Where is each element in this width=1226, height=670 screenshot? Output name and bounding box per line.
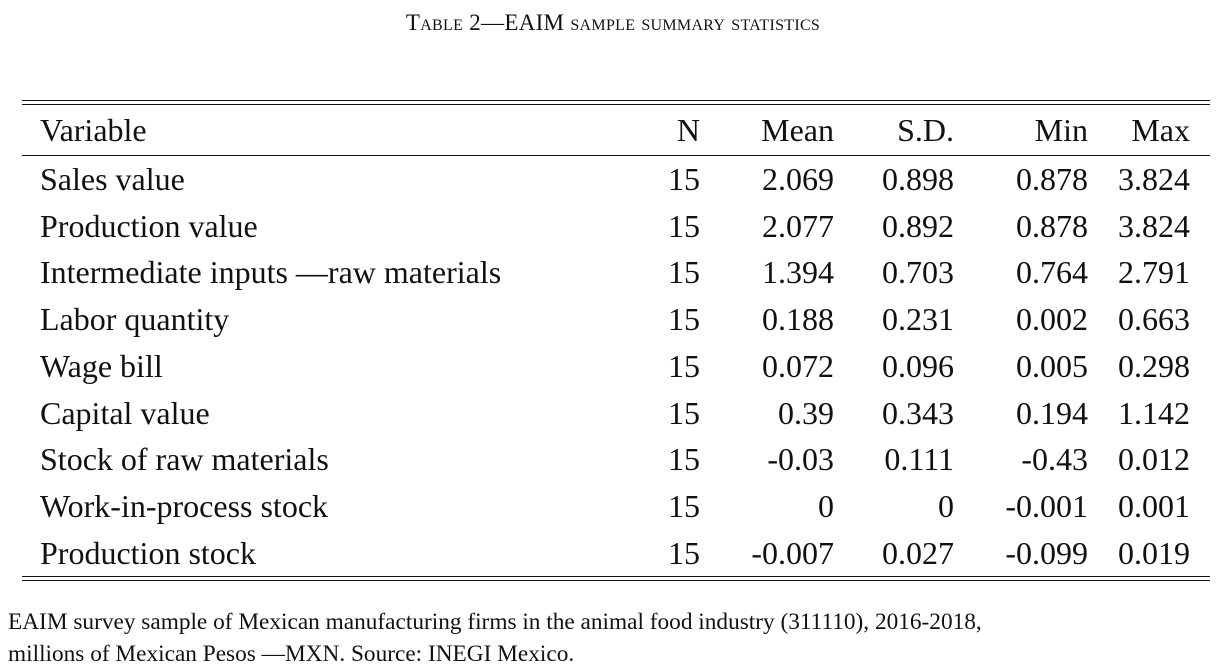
bottom-double-rule	[22, 576, 1210, 582]
cell-n: 15	[668, 487, 700, 524]
cell-min: 0.005	[1016, 347, 1088, 384]
cell-sd: 0.096	[882, 347, 954, 384]
cell-sd: 0.703	[882, 254, 954, 291]
cell-variable: Work-in-process stock	[40, 487, 329, 524]
cell-mean: -0.03	[767, 441, 834, 478]
cell-min: -0.43	[1021, 441, 1088, 478]
cell-sd: 0.027	[882, 534, 954, 571]
cell-max: 2.791	[1118, 254, 1190, 291]
table-row: Wage bill 15 0.072 0.096 0.005 0.298	[22, 343, 1210, 390]
cell-mean: 0.072	[762, 347, 834, 384]
cell-mean: 0.39	[778, 394, 834, 431]
cell-n: 15	[668, 301, 700, 338]
table-row: Production stock 15 -0.007 0.027 -0.099 …	[22, 530, 1210, 577]
cell-n: 15	[668, 207, 700, 244]
header-rule	[22, 155, 1210, 156]
summary-statistics-table: Variable N Mean S.D. Min Max Sales value…	[22, 100, 1210, 582]
cell-n: 15	[668, 394, 700, 431]
cell-variable: Stock of raw materials	[40, 441, 329, 478]
cell-variable: Sales value	[40, 161, 185, 197]
cell-sd: 0.892	[882, 207, 954, 244]
header-n: N	[676, 112, 700, 148]
cell-max: 0.012	[1118, 441, 1190, 478]
cell-mean: -0.007	[751, 534, 834, 571]
cell-n: 15	[668, 254, 700, 291]
cell-n: 15	[668, 161, 700, 197]
cell-min: -0.001	[1005, 487, 1088, 524]
cell-min: 0.878	[1016, 161, 1088, 197]
table-caption: Table 2—EAIM sample summary statistics	[0, 10, 1226, 36]
cell-max: 0.019	[1118, 534, 1190, 571]
caption-prefix: Table 2	[405, 10, 482, 35]
cell-min: 0.194	[1016, 394, 1088, 431]
caption-title: EAIM sample summary statistics	[504, 10, 821, 35]
table-note: EAIM survey sample of Mexican manufactur…	[8, 606, 1224, 670]
cell-max: 0.298	[1118, 347, 1190, 384]
cell-variable: Wage bill	[40, 347, 163, 384]
cell-mean: 0	[818, 487, 834, 524]
cell-max: 1.142	[1118, 394, 1190, 431]
cell-max: 0.001	[1118, 487, 1190, 524]
cell-n: 15	[668, 441, 700, 478]
cell-min: 0.764	[1016, 254, 1088, 291]
cell-variable: Intermediate inputs —raw materials	[40, 254, 502, 291]
cell-max: 3.824	[1118, 161, 1190, 197]
header-min: Min	[1034, 112, 1088, 148]
cell-variable: Labor quantity	[40, 301, 230, 338]
header-max: Max	[1131, 112, 1190, 148]
header-sd: S.D.	[897, 112, 954, 148]
note-line-1: EAIM survey sample of Mexican manufactur…	[8, 609, 982, 635]
table-row: Sales value 15 2.069 0.898 0.878 3.824	[22, 156, 1210, 203]
cell-n: 15	[668, 534, 700, 571]
header-row: Variable N Mean S.D. Min Max	[22, 105, 1210, 155]
cell-n: 15	[668, 347, 700, 384]
cell-mean: 1.394	[762, 254, 834, 291]
cell-variable: Production value	[40, 207, 258, 244]
cell-mean: 0.188	[762, 301, 834, 338]
cell-sd: 0	[938, 487, 954, 524]
cell-min: -0.099	[1005, 534, 1088, 571]
table-row: Labor quantity 15 0.188 0.231 0.002 0.66…	[22, 296, 1210, 343]
cell-sd: 0.343	[882, 394, 954, 431]
header-mean: Mean	[761, 112, 834, 148]
table-row: Intermediate inputs —raw materials 15 1.…	[22, 249, 1210, 296]
cell-sd: 0.231	[882, 301, 954, 338]
table-row: Production value 15 2.077 0.892 0.878 3.…	[22, 203, 1210, 250]
header-variable: Variable	[40, 112, 147, 148]
cell-max: 0.663	[1118, 301, 1190, 338]
table-row: Stock of raw materials 15 -0.03 0.111 -0…	[22, 436, 1210, 483]
cell-mean: 2.069	[762, 161, 834, 197]
note-line-2: millions of Mexican Pesos —MXN. Source: …	[8, 641, 575, 667]
cell-min: 0.002	[1016, 301, 1088, 338]
cell-min: 0.878	[1016, 207, 1088, 244]
cell-max: 3.824	[1118, 207, 1190, 244]
cell-sd: 0.898	[882, 161, 954, 197]
cell-sd: 0.111	[884, 441, 954, 478]
top-double-rule	[22, 100, 1210, 105]
cell-mean: 2.077	[762, 207, 834, 244]
table-row: Work-in-process stock 15 0 0 -0.001 0.00…	[22, 483, 1210, 530]
table-row: Capital value 15 0.39 0.343 0.194 1.142	[22, 390, 1210, 437]
cell-variable: Production stock	[40, 534, 256, 571]
caption-dash: —	[481, 10, 505, 35]
cell-variable: Capital value	[40, 394, 210, 431]
